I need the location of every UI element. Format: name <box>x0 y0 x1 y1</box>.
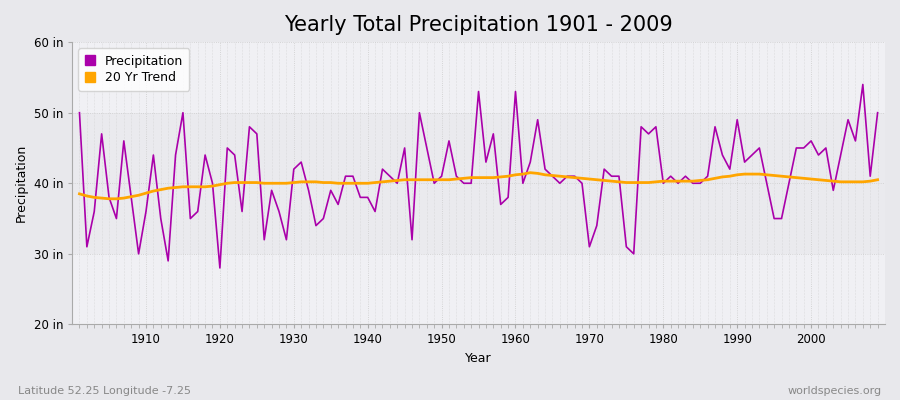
Legend: Precipitation, 20 Yr Trend: Precipitation, 20 Yr Trend <box>78 48 189 91</box>
Y-axis label: Precipitation: Precipitation <box>15 144 28 222</box>
Precipitation <box>214 266 225 270</box>
20 Yr Trend <box>872 177 883 182</box>
Title: Yearly Total Precipitation 1901 - 2009: Yearly Total Precipitation 1901 - 2009 <box>284 15 673 35</box>
Precipitation <box>607 174 617 179</box>
20 Yr Trend <box>303 180 314 184</box>
Bar <box>72 42 885 113</box>
Precipitation <box>858 82 868 87</box>
20 Yr Trend <box>614 180 625 184</box>
Precipitation <box>303 188 314 193</box>
Precipitation <box>510 89 521 94</box>
20 Yr Trend <box>525 170 535 175</box>
20 Yr Trend <box>104 196 114 201</box>
Bar <box>72 254 885 324</box>
Precipitation <box>74 110 85 115</box>
Text: worldspecies.org: worldspecies.org <box>788 386 882 396</box>
Line: 20 Yr Trend: 20 Yr Trend <box>79 173 878 199</box>
20 Yr Trend <box>347 181 358 186</box>
20 Yr Trend <box>510 172 521 177</box>
X-axis label: Year: Year <box>465 352 492 365</box>
20 Yr Trend <box>140 191 151 196</box>
Precipitation <box>872 110 883 115</box>
20 Yr Trend <box>518 172 528 176</box>
Precipitation <box>133 252 144 256</box>
Precipitation <box>518 181 528 186</box>
20 Yr Trend <box>74 192 85 196</box>
Line: Precipitation: Precipitation <box>79 84 878 268</box>
Text: Latitude 52.25 Longitude -7.25: Latitude 52.25 Longitude -7.25 <box>18 386 191 396</box>
Precipitation <box>347 174 358 179</box>
